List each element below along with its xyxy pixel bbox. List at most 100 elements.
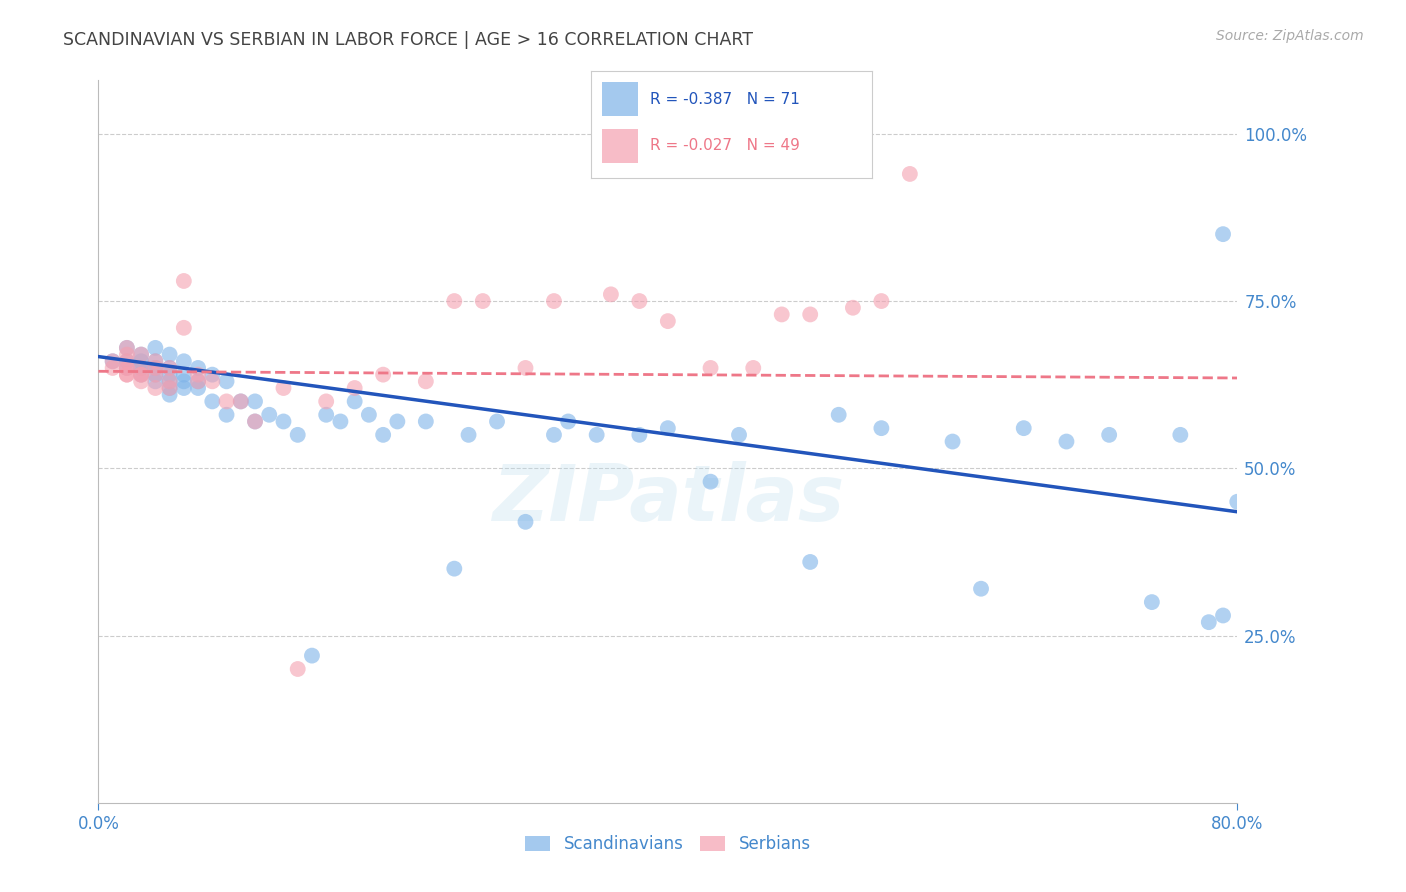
Point [287,662,309,676]
Point [159,387,181,401]
Point [159,348,181,362]
Point [543,294,565,309]
Point [799,555,821,569]
Point [699,361,721,376]
Point [1140,595,1163,609]
Point [145,354,167,368]
Point [628,427,651,442]
Point [145,368,167,382]
Point [657,421,679,435]
Point [145,368,167,382]
Point [145,354,167,368]
Point [187,375,209,389]
Point [173,381,195,395]
Point [115,354,138,368]
Text: R = -0.387   N = 71: R = -0.387 N = 71 [650,92,800,107]
Point [343,381,366,395]
Point [101,354,124,368]
Point [115,341,138,355]
Point [457,427,479,442]
Point [115,354,138,368]
Point [129,368,152,382]
Point [515,361,537,376]
Point [159,381,181,395]
Point [1098,427,1121,442]
Point [443,294,465,309]
Point [543,427,565,442]
Point [699,475,721,489]
Point [373,368,395,382]
Point [1212,227,1234,242]
Point [1056,434,1078,449]
Point [828,408,851,422]
Point [129,368,152,382]
Point [215,408,238,422]
Point [159,361,181,376]
Point [115,361,138,376]
Point [1170,427,1192,442]
Point [129,348,152,362]
Point [471,294,494,309]
Point [129,348,152,362]
Point [799,307,821,322]
Point [628,294,651,309]
Point [187,361,209,376]
Point [115,348,138,362]
Point [742,361,765,376]
Point [129,361,152,376]
Point [215,375,238,389]
Point [145,361,167,376]
Point [215,394,238,409]
Point [101,354,124,368]
Point [315,394,337,409]
Point [173,375,195,389]
Point [443,562,465,576]
Point [557,414,579,429]
Point [1212,608,1234,623]
Point [145,361,167,376]
Point [387,414,409,429]
Legend: Scandinavians, Serbians: Scandinavians, Serbians [519,828,817,860]
Point [657,314,679,328]
Point [129,354,152,368]
Point [159,368,181,382]
Point [243,414,266,429]
Point [301,648,323,663]
Point [201,394,224,409]
Point [1198,615,1220,630]
Point [870,421,893,435]
Point [115,368,138,382]
Bar [602,82,638,116]
Point [842,301,865,315]
Bar [602,129,638,163]
Point [173,354,195,368]
Point [415,414,437,429]
Point [145,361,167,376]
Point [115,361,138,376]
Text: Source: ZipAtlas.com: Source: ZipAtlas.com [1216,29,1364,43]
Point [243,414,266,429]
Point [115,368,138,382]
Point [600,287,623,301]
Point [173,274,195,288]
Point [115,361,138,376]
Point [145,381,167,395]
Point [585,427,607,442]
Point [115,341,138,355]
Point [129,361,152,376]
Point [329,414,352,429]
Point [201,368,224,382]
Point [229,394,252,409]
Point [187,368,209,382]
Point [770,307,793,322]
Point [415,375,437,389]
Point [273,381,295,395]
Point [159,361,181,376]
Point [287,427,309,442]
Point [273,414,295,429]
Point [201,375,224,389]
Point [129,368,152,382]
Point [229,394,252,409]
Point [187,381,209,395]
Point [1226,494,1249,508]
